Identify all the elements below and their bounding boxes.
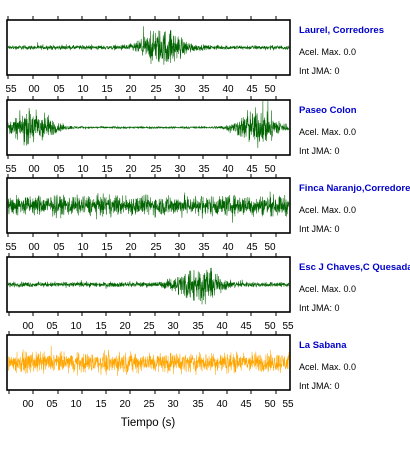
acel-max-label: Acel. Max. 0.0 xyxy=(299,362,356,372)
x-tick-label: 40 xyxy=(222,84,234,95)
acel-max-label: Acel. Max. 0.0 xyxy=(299,205,356,215)
acel-max-label: Acel. Max. 0.0 xyxy=(299,127,356,137)
waveform-trace xyxy=(7,191,290,223)
x-tick-label: 05 xyxy=(53,84,65,95)
station-name: Esc J Chaves,C Quesada xyxy=(299,262,410,273)
x-tick-label: 35 xyxy=(198,242,210,253)
x-tick-label: 05 xyxy=(46,321,58,332)
panel-frame xyxy=(6,19,291,76)
panel-1: 55 00 05 10 15 20 25 30 35 40 45 50 Laurel, Corredor… xyxy=(5,16,384,95)
x-tick-label: 45 xyxy=(246,164,258,175)
int-jma-label: Int JMA: 0 xyxy=(299,381,340,391)
x-tick-label: 20 xyxy=(125,242,137,253)
x-tick-label: 40 xyxy=(222,242,234,253)
waveform-trace xyxy=(7,267,290,305)
x-tick-label: 40 xyxy=(216,399,228,410)
x-tick-label: 20 xyxy=(125,84,137,95)
x-tick-label: 40 xyxy=(216,321,228,332)
x-tick-label: 55 xyxy=(282,399,294,410)
station-name: Finca Naranjo,Corredores xyxy=(299,183,410,194)
panel-2: 55 00 05 10 15 20 25 30 35 40 45 50 Paseo Colon Acel.… xyxy=(5,96,357,175)
x-tick-label: 15 xyxy=(95,321,107,332)
x-tick-label: 50 xyxy=(264,399,276,410)
x-tick-label: 45 xyxy=(246,242,258,253)
x-tick-label: 35 xyxy=(192,399,204,410)
x-tick-label: 15 xyxy=(101,242,113,253)
x-tick-label: 55 xyxy=(5,84,17,95)
x-tick-label: 45 xyxy=(240,321,252,332)
x-tick-label: 15 xyxy=(95,399,107,410)
x-tick-label: 10 xyxy=(77,242,89,253)
int-jma-label: Int JMA: 0 xyxy=(299,224,340,234)
x-tick-label: 55 xyxy=(5,242,17,253)
x-tick-label: 35 xyxy=(198,164,210,175)
x-tick-label: 25 xyxy=(143,321,155,332)
x-tick-label: 50 xyxy=(264,321,276,332)
panel-4: 00 05 10 15 20 25 30 35 40 45 50 55 Esc J Chaves,C Q… xyxy=(6,253,410,332)
x-tick-label: 50 xyxy=(264,84,276,95)
x-tick-label: 45 xyxy=(246,84,258,95)
station-name: Paseo Colon xyxy=(299,105,357,116)
x-tick-label: 30 xyxy=(174,242,186,253)
int-jma-label: Int JMA: 0 xyxy=(299,66,340,76)
x-tick-label: 55 xyxy=(282,321,294,332)
x-tick-label: 05 xyxy=(46,399,58,410)
panel-frame xyxy=(6,256,291,313)
x-tick-label: 20 xyxy=(119,321,131,332)
x-axis-title: Tiempo (s) xyxy=(121,417,176,429)
x-tick-label: 00 xyxy=(22,321,34,332)
x-tick-label: 15 xyxy=(101,84,113,95)
x-tick-label: 10 xyxy=(77,84,89,95)
x-tick-label: 10 xyxy=(70,321,82,332)
x-tick-label: 00 xyxy=(22,399,34,410)
x-tick-label: 00 xyxy=(28,164,40,175)
x-tick-label: 00 xyxy=(28,242,40,253)
x-tick-label: 10 xyxy=(70,399,82,410)
x-tick-label: 35 xyxy=(198,84,210,95)
x-tick-label: 35 xyxy=(192,321,204,332)
int-jma-label: Int JMA: 0 xyxy=(299,303,340,313)
station-name: Laurel, Corredores xyxy=(299,25,384,36)
x-tick-label: 25 xyxy=(150,242,162,253)
x-tick-label: 25 xyxy=(150,84,162,95)
x-tick-label: 30 xyxy=(174,164,186,175)
x-tick-label: 50 xyxy=(264,242,276,253)
x-tick-label: 20 xyxy=(119,399,131,410)
acel-max-label: Acel. Max. 0.0 xyxy=(299,284,356,294)
x-tick-label: 30 xyxy=(174,84,186,95)
x-tick-label: 50 xyxy=(264,164,276,175)
x-tick-label: 45 xyxy=(240,399,252,410)
x-tick-label: 30 xyxy=(167,399,179,410)
x-tick-label: 25 xyxy=(143,399,155,410)
panel-5: 00 05 10 15 20 25 30 35 40 45 50 55 La Sabana Acel. M… xyxy=(6,331,356,410)
x-tick-label: 25 xyxy=(150,164,162,175)
panel-frame xyxy=(6,334,291,391)
x-tick-label: 05 xyxy=(53,164,65,175)
panel-frame xyxy=(6,177,291,234)
waveform-trace xyxy=(7,100,290,149)
x-tick-label: 20 xyxy=(125,164,137,175)
x-tick-label: 15 xyxy=(101,164,113,175)
station-name: La Sabana xyxy=(299,340,347,351)
panel-3: 55 00 05 10 15 20 25 30 35 40 45 50 Finca Naranjo,Co… xyxy=(5,174,410,253)
panel-frame xyxy=(6,99,291,156)
x-tick-label: 00 xyxy=(28,84,40,95)
x-tick-label: 40 xyxy=(222,164,234,175)
waveform-trace xyxy=(7,345,290,377)
x-tick-label: 30 xyxy=(167,321,179,332)
waveform-trace xyxy=(7,26,290,65)
acel-max-label: Acel. Max. 0.0 xyxy=(299,47,356,57)
x-tick-label: 55 xyxy=(5,164,17,175)
int-jma-label: Int JMA: 0 xyxy=(299,146,340,156)
x-tick-label: 05 xyxy=(53,242,65,253)
x-tick-label: 10 xyxy=(77,164,89,175)
